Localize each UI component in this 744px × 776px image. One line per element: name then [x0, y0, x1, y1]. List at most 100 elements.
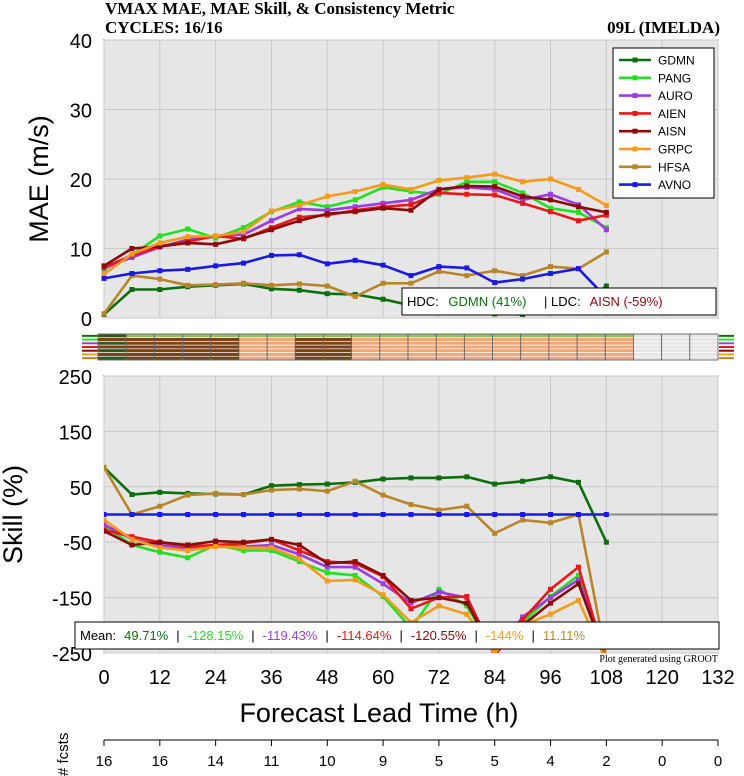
skill-point-grpc [324, 578, 330, 584]
consistency-cell [548, 341, 578, 346]
consistency-cell [182, 333, 212, 339]
consistency-cell [294, 348, 324, 353]
mean-separator: | [399, 628, 402, 643]
mae-point-pang [575, 209, 581, 215]
mean-value-gdmn: 49.71% [124, 628, 169, 643]
forecast-count-value: 5 [491, 753, 499, 770]
mae-panel: 0 10 20 30 40 MAE (m/s) GDMN PANG AURO AIEN AISN… [24, 31, 719, 331]
mae-point-hfsa [436, 268, 442, 274]
skill-point-pang [324, 570, 330, 576]
hdc-ldc-box: HDC: GDMN (41%) | LDC: AISN (-59%) [401, 287, 717, 316]
forecast-count-value: 10 [319, 753, 336, 770]
mae-point-hfsa [241, 280, 247, 286]
forecast-count-value: 0 [714, 753, 722, 770]
mean-value-grpc: -144% [486, 628, 524, 643]
mae-point-aisn [408, 207, 414, 213]
mae-point-avno [213, 263, 219, 269]
consistency-cell [379, 344, 409, 350]
mae-point-aien [548, 209, 554, 215]
mae-point-grpc [548, 176, 554, 182]
mae-point-aisn [436, 186, 442, 192]
consistency-cell [323, 333, 352, 339]
mae-y-ticks: 0 10 20 30 40 [70, 31, 92, 331]
x-tick-label: 96 [539, 667, 561, 689]
skill-point-grpc [380, 592, 386, 598]
consistency-cell [604, 348, 634, 353]
skill-point-grpc [157, 545, 163, 551]
skill-point-gdmn [268, 483, 274, 489]
consistency-cell [633, 333, 662, 339]
skill-point-aien [464, 593, 470, 599]
mae-point-grpc [492, 171, 498, 177]
skill-point-auro [157, 542, 163, 548]
consistency-cell [407, 344, 437, 350]
skill-point-avno [213, 512, 219, 517]
mae-point-avno [352, 257, 358, 263]
skill-point-pang [157, 549, 163, 555]
consistency-cell [576, 341, 606, 346]
consistency-cell [125, 333, 155, 339]
mae-point-aisn [464, 183, 470, 189]
mae-point-aisn [548, 197, 554, 203]
cycles-label: CYCLES: 16/16 [105, 18, 223, 37]
consistency-cell [238, 352, 268, 357]
consistency-cell [210, 333, 240, 339]
mae-point-gdmn [603, 283, 609, 289]
mae-point-hfsa [492, 268, 498, 274]
mae-point-pang [296, 199, 302, 205]
consistency-cell [435, 355, 465, 361]
mae-point-grpc [296, 202, 302, 208]
mae-point-grpc [241, 229, 247, 235]
consistency-cell [633, 344, 662, 350]
consistency-cell [266, 352, 296, 357]
mean-box-frame [74, 621, 720, 650]
mae-y-axis-label: MAE (m/s) [24, 115, 54, 243]
mae-point-avno [548, 271, 554, 277]
mae-point-grpc [129, 251, 135, 257]
mae-point-hfsa [101, 311, 107, 317]
mae-point-grpc [213, 233, 219, 239]
mean-value-pang: -128.15% [188, 628, 244, 643]
consistency-cell [633, 341, 662, 346]
skill-point-gdmn [324, 481, 330, 487]
consistency-cell [125, 355, 155, 361]
consistency-cell [576, 355, 606, 361]
consistency-cell [351, 352, 381, 357]
consistency-cell [435, 333, 465, 339]
consistency-cell [323, 352, 352, 357]
consistency-cell [576, 344, 606, 350]
consistency-cell [604, 355, 634, 361]
mean-value-aisn: -120.55% [411, 628, 467, 643]
mae-point-hfsa [352, 293, 358, 299]
skill-point-auro [296, 551, 302, 557]
skill-point-aien [575, 564, 581, 570]
consistency-cell [492, 348, 522, 353]
consistency-cell [407, 333, 437, 339]
mae-point-hfsa [213, 282, 219, 288]
skill-point-avno [241, 512, 247, 517]
legend-label: AURO [658, 89, 693, 103]
mae-point-auro [548, 191, 554, 197]
forecast-count-label: # fcsts [55, 733, 72, 776]
consistency-cell [435, 337, 465, 342]
legend-marker [632, 182, 638, 188]
consistency-cell [351, 333, 381, 339]
mae-point-grpc [575, 186, 581, 192]
consistency-cell [492, 352, 522, 357]
x-tick-label: 0 [98, 667, 109, 689]
consistency-cell [576, 352, 606, 357]
legend-marker [632, 75, 638, 81]
mae-point-grpc [324, 193, 330, 199]
skill-point-hfsa [185, 492, 191, 498]
consistency-cell [604, 333, 634, 339]
mae-point-aisn [492, 184, 498, 190]
consistency-cell [492, 341, 522, 346]
skill-point-grpc [436, 603, 442, 609]
consistency-cell [182, 352, 212, 357]
skill-point-hfsa [241, 492, 247, 498]
consistency-cell [294, 337, 324, 342]
consistency-cell [435, 341, 465, 346]
legend-label: GRPC [658, 143, 693, 157]
mae-point-aien [296, 214, 302, 220]
consistency-cell [351, 344, 381, 350]
